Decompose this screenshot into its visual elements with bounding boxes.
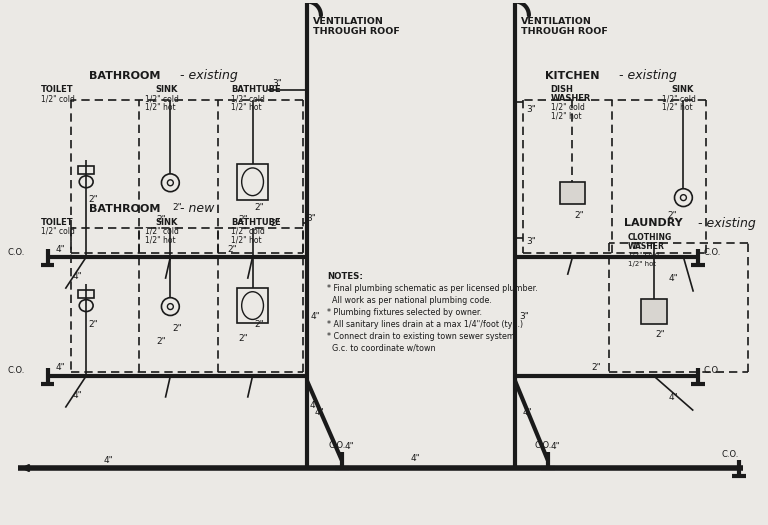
- Text: 3": 3": [526, 237, 536, 246]
- Text: * Connect drain to existing town sewer system.: * Connect drain to existing town sewer s…: [327, 332, 517, 341]
- Text: G.c. to coordinate w/town: G.c. to coordinate w/town: [327, 344, 435, 353]
- Text: - existing: - existing: [180, 69, 238, 82]
- Text: 4": 4": [345, 442, 355, 451]
- Text: 1/2" cold: 1/2" cold: [144, 227, 178, 236]
- Text: 2": 2": [157, 337, 166, 346]
- Text: 2": 2": [574, 211, 584, 220]
- Text: SINK: SINK: [155, 218, 178, 227]
- Text: - existing: - existing: [619, 69, 677, 82]
- Text: 2": 2": [656, 330, 665, 339]
- Text: 2": 2": [239, 215, 249, 224]
- Text: TOILET: TOILET: [41, 85, 73, 94]
- Text: KITCHEN: KITCHEN: [545, 71, 599, 81]
- Text: BATHTUBE: BATHTUBE: [230, 218, 280, 227]
- Text: THROUGH ROOF: THROUGH ROOF: [521, 27, 607, 36]
- Text: * All sanitary lines drain at a max 1/4"/foot (typ.): * All sanitary lines drain at a max 1/4"…: [327, 320, 523, 329]
- Text: LAUNDRY: LAUNDRY: [624, 218, 683, 228]
- Bar: [78, 166, 94, 174]
- Text: 4": 4": [104, 456, 114, 465]
- Text: NOTES:: NOTES:: [327, 272, 362, 281]
- Text: 2": 2": [88, 320, 98, 329]
- Text: 4": 4": [72, 272, 82, 281]
- Text: 3": 3": [306, 214, 316, 223]
- Text: 1/2" hot: 1/2" hot: [551, 112, 581, 121]
- Text: C.O.: C.O.: [703, 248, 720, 257]
- Text: 2": 2": [157, 215, 166, 224]
- Text: 4": 4": [669, 275, 678, 284]
- Text: 1/2" cold: 1/2" cold: [230, 227, 265, 236]
- Text: C.O.: C.O.: [8, 248, 25, 257]
- Bar: [78, 290, 94, 298]
- Text: 1/2" hot: 1/2" hot: [144, 103, 175, 112]
- Text: 4": 4": [523, 408, 533, 417]
- Text: 1/2" cold: 1/2" cold: [41, 94, 74, 103]
- Text: VENTILATION: VENTILATION: [521, 17, 592, 26]
- Text: 4": 4": [310, 401, 319, 410]
- Text: 2": 2": [591, 363, 601, 372]
- Text: BATHROOM: BATHROOM: [89, 204, 161, 214]
- Bar: [237, 164, 269, 200]
- Text: 2": 2": [254, 320, 264, 329]
- Text: 1/2" hot: 1/2" hot: [662, 103, 692, 112]
- Text: 2": 2": [172, 324, 182, 333]
- Text: TOILET: TOILET: [41, 218, 73, 227]
- Text: 1/2" cold: 1/2" cold: [230, 94, 265, 103]
- Text: * Plumbing fixtures selected by owner.: * Plumbing fixtures selected by owner.: [327, 308, 482, 317]
- Text: 1/2" cold: 1/2" cold: [551, 103, 584, 112]
- Text: 4": 4": [55, 245, 65, 254]
- Text: 1/2" hot: 1/2" hot: [628, 261, 656, 267]
- Bar: [237, 288, 269, 323]
- Text: 2": 2": [239, 334, 249, 343]
- Text: SINK: SINK: [155, 85, 178, 94]
- Text: 1/2" cold: 1/2" cold: [144, 94, 178, 103]
- Text: 4": 4": [55, 363, 65, 372]
- Text: 2": 2": [228, 245, 237, 254]
- Text: 1/2" hot: 1/2" hot: [230, 236, 261, 245]
- Text: BATHROOM: BATHROOM: [89, 71, 161, 81]
- Text: DISH: DISH: [551, 85, 574, 94]
- Text: 2": 2": [88, 195, 98, 204]
- Text: 1/2" cold: 1/2" cold: [628, 252, 659, 258]
- Text: 2": 2": [667, 211, 677, 220]
- Text: 1/2" hot: 1/2" hot: [144, 236, 175, 245]
- Text: 2": 2": [172, 203, 182, 212]
- Text: C.O.: C.O.: [703, 366, 720, 375]
- Text: BATHTUBE: BATHTUBE: [230, 85, 280, 94]
- Text: * Final plumbing schematic as per licensed plumber.: * Final plumbing schematic as per licens…: [327, 284, 538, 293]
- Text: - new: - new: [180, 202, 214, 215]
- Text: 4": 4": [72, 391, 82, 400]
- Text: 1/2" cold: 1/2" cold: [41, 227, 74, 236]
- Bar: [641, 299, 667, 324]
- Text: C.O.: C.O.: [8, 366, 25, 375]
- Text: 2": 2": [270, 219, 280, 228]
- Text: 3": 3": [526, 105, 536, 114]
- Text: 3": 3": [273, 79, 283, 88]
- Text: - existing: - existing: [698, 217, 756, 230]
- Text: 1/2" hot: 1/2" hot: [230, 103, 261, 112]
- Text: SINK: SINK: [671, 85, 694, 94]
- Text: C.O.: C.O.: [328, 441, 346, 450]
- Text: C.O.: C.O.: [534, 441, 551, 450]
- Text: WASHER: WASHER: [628, 242, 665, 250]
- Text: 4": 4": [411, 454, 421, 463]
- Text: 4": 4": [311, 312, 321, 321]
- Text: 4": 4": [669, 393, 678, 402]
- Text: 4": 4": [315, 408, 325, 417]
- Text: 1/2" cold: 1/2" cold: [662, 94, 696, 103]
- Text: VENTILATION: VENTILATION: [313, 17, 384, 26]
- Text: WASHER: WASHER: [551, 94, 591, 103]
- Bar: [560, 182, 585, 204]
- Text: C.O.: C.O.: [721, 449, 739, 459]
- Text: THROUGH ROOF: THROUGH ROOF: [313, 27, 400, 36]
- Text: 4": 4": [551, 442, 561, 451]
- Text: 2": 2": [254, 203, 264, 212]
- Text: 3": 3": [519, 312, 529, 321]
- Text: CLOTHING: CLOTHING: [628, 233, 672, 242]
- Text: All work as per national plumbing code.: All work as per national plumbing code.: [327, 296, 492, 305]
